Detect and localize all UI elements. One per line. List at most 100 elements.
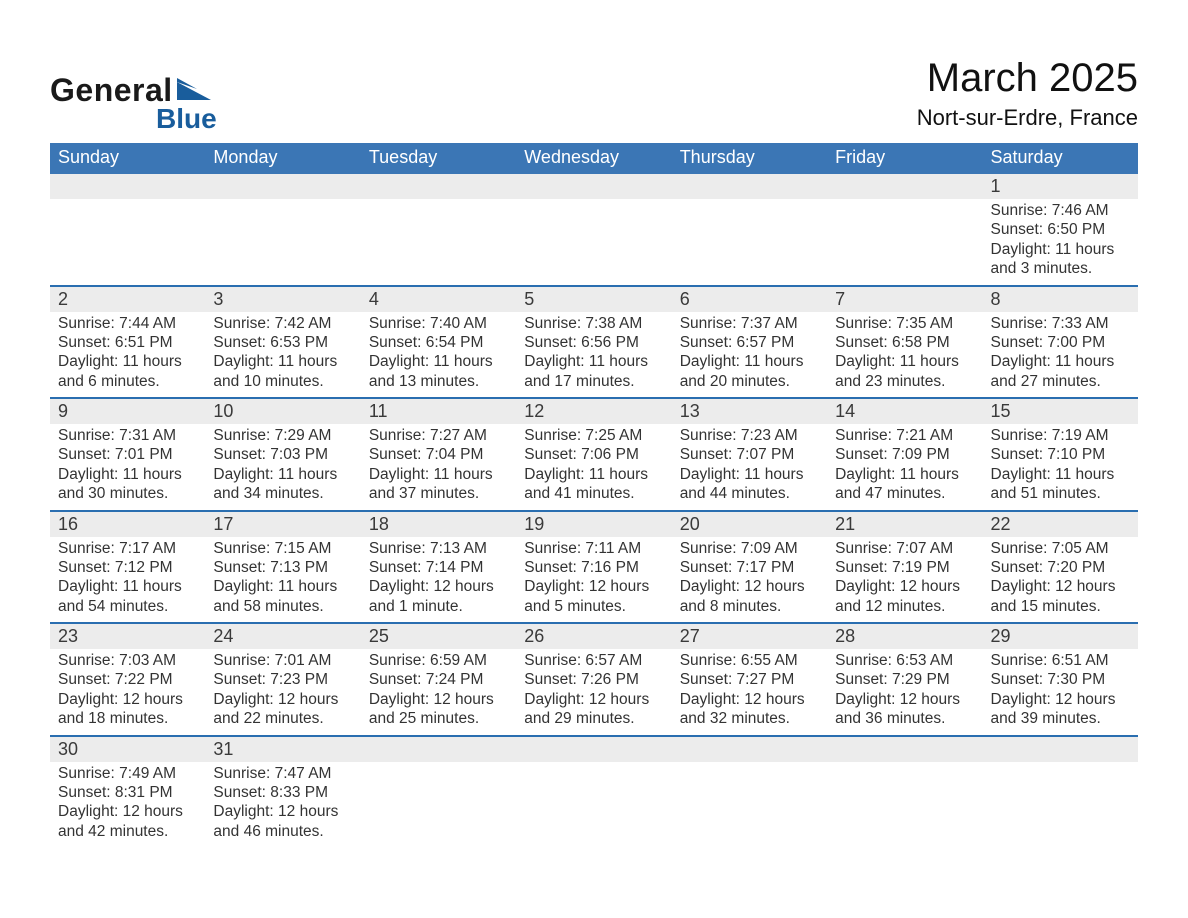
date-number: 12 <box>516 399 671 424</box>
date-body <box>827 762 982 838</box>
date-number-row: 2345678 <box>50 286 1138 312</box>
sunset-text: Sunset: 7:04 PM <box>369 445 508 464</box>
sunset-text: Sunset: 7:00 PM <box>991 333 1130 352</box>
daylight-text: Daylight: 12 hours and 36 minutes. <box>835 690 974 729</box>
date-number: 8 <box>983 287 1138 312</box>
date-body: Sunrise: 6:51 AMSunset: 7:30 PMDaylight:… <box>983 649 1138 735</box>
date-number-cell <box>672 174 827 199</box>
day-header: Thursday <box>672 143 827 174</box>
sunset-text: Sunset: 6:53 PM <box>213 333 352 352</box>
date-number-cell <box>50 174 205 199</box>
sunrise-text: Sunrise: 7:35 AM <box>835 314 974 333</box>
date-number-cell <box>672 736 827 762</box>
date-body <box>516 199 671 275</box>
date-number: 7 <box>827 287 982 312</box>
date-number: 15 <box>983 399 1138 424</box>
date-number-cell: 30 <box>50 736 205 762</box>
date-body-cell: Sunrise: 6:59 AMSunset: 7:24 PMDaylight:… <box>361 649 516 736</box>
sunrise-text: Sunrise: 7:46 AM <box>991 201 1130 220</box>
date-number-cell: 29 <box>983 623 1138 649</box>
date-body-row: Sunrise: 7:49 AMSunset: 8:31 PMDaylight:… <box>50 762 1138 848</box>
date-body <box>672 762 827 838</box>
date-number-cell: 28 <box>827 623 982 649</box>
sunset-text: Sunset: 7:03 PM <box>213 445 352 464</box>
date-number <box>827 737 982 762</box>
date-body-cell: Sunrise: 7:29 AMSunset: 7:03 PMDaylight:… <box>205 424 360 511</box>
date-number-row: 3031 <box>50 736 1138 762</box>
date-number: 18 <box>361 512 516 537</box>
date-number: 19 <box>516 512 671 537</box>
date-body-cell: Sunrise: 7:25 AMSunset: 7:06 PMDaylight:… <box>516 424 671 511</box>
date-number-row: 9101112131415 <box>50 398 1138 424</box>
sunset-text: Sunset: 7:23 PM <box>213 670 352 689</box>
date-number: 26 <box>516 624 671 649</box>
date-number-cell: 9 <box>50 398 205 424</box>
sunrise-text: Sunrise: 7:27 AM <box>369 426 508 445</box>
date-body-cell: Sunrise: 7:31 AMSunset: 7:01 PMDaylight:… <box>50 424 205 511</box>
sunset-text: Sunset: 7:26 PM <box>524 670 663 689</box>
sunrise-text: Sunrise: 7:37 AM <box>680 314 819 333</box>
date-body-row: Sunrise: 7:46 AMSunset: 6:50 PMDaylight:… <box>50 199 1138 286</box>
date-number: 6 <box>672 287 827 312</box>
daylight-text: Daylight: 12 hours and 8 minutes. <box>680 577 819 616</box>
date-body: Sunrise: 7:31 AMSunset: 7:01 PMDaylight:… <box>50 424 205 510</box>
date-number: 13 <box>672 399 827 424</box>
date-number-cell <box>516 736 671 762</box>
date-body: Sunrise: 7:44 AMSunset: 6:51 PMDaylight:… <box>50 312 205 398</box>
date-number: 3 <box>205 287 360 312</box>
date-number: 23 <box>50 624 205 649</box>
date-number-cell: 14 <box>827 398 982 424</box>
date-body: Sunrise: 7:23 AMSunset: 7:07 PMDaylight:… <box>672 424 827 510</box>
daylight-text: Daylight: 12 hours and 18 minutes. <box>58 690 197 729</box>
sunset-text: Sunset: 6:58 PM <box>835 333 974 352</box>
daylight-text: Daylight: 11 hours and 17 minutes. <box>524 352 663 391</box>
date-number: 25 <box>361 624 516 649</box>
brand-logo: General Blue <box>50 72 250 135</box>
date-number-cell: 26 <box>516 623 671 649</box>
date-body: Sunrise: 7:21 AMSunset: 7:09 PMDaylight:… <box>827 424 982 510</box>
date-body-cell: Sunrise: 7:27 AMSunset: 7:04 PMDaylight:… <box>361 424 516 511</box>
date-number-cell: 21 <box>827 511 982 537</box>
date-body-cell: Sunrise: 7:21 AMSunset: 7:09 PMDaylight:… <box>827 424 982 511</box>
date-body <box>205 199 360 275</box>
sunset-text: Sunset: 7:12 PM <box>58 558 197 577</box>
daylight-text: Daylight: 11 hours and 30 minutes. <box>58 465 197 504</box>
date-number <box>361 174 516 199</box>
sunset-text: Sunset: 7:22 PM <box>58 670 197 689</box>
date-number: 31 <box>205 737 360 762</box>
date-body-cell <box>983 762 1138 848</box>
date-body-cell: Sunrise: 7:46 AMSunset: 6:50 PMDaylight:… <box>983 199 1138 286</box>
date-number-cell: 8 <box>983 286 1138 312</box>
date-body-cell: Sunrise: 6:55 AMSunset: 7:27 PMDaylight:… <box>672 649 827 736</box>
sunrise-text: Sunrise: 6:57 AM <box>524 651 663 670</box>
date-body-cell: Sunrise: 7:40 AMSunset: 6:54 PMDaylight:… <box>361 312 516 399</box>
daylight-text: Daylight: 12 hours and 22 minutes. <box>213 690 352 729</box>
sunrise-text: Sunrise: 7:19 AM <box>991 426 1130 445</box>
daylight-text: Daylight: 11 hours and 34 minutes. <box>213 465 352 504</box>
date-number: 5 <box>516 287 671 312</box>
date-body-cell: Sunrise: 7:13 AMSunset: 7:14 PMDaylight:… <box>361 537 516 624</box>
sunrise-text: Sunrise: 7:07 AM <box>835 539 974 558</box>
date-number: 11 <box>361 399 516 424</box>
date-number: 9 <box>50 399 205 424</box>
date-number <box>516 174 671 199</box>
date-body-cell <box>205 199 360 286</box>
date-body: Sunrise: 7:19 AMSunset: 7:10 PMDaylight:… <box>983 424 1138 510</box>
sunset-text: Sunset: 7:27 PM <box>680 670 819 689</box>
daylight-text: Daylight: 12 hours and 39 minutes. <box>991 690 1130 729</box>
sunset-text: Sunset: 7:29 PM <box>835 670 974 689</box>
date-number <box>672 737 827 762</box>
sunset-text: Sunset: 7:16 PM <box>524 558 663 577</box>
day-header: Sunday <box>50 143 205 174</box>
sunset-text: Sunset: 7:06 PM <box>524 445 663 464</box>
date-body-cell: Sunrise: 7:11 AMSunset: 7:16 PMDaylight:… <box>516 537 671 624</box>
date-body-row: Sunrise: 7:17 AMSunset: 7:12 PMDaylight:… <box>50 537 1138 624</box>
sunset-text: Sunset: 6:57 PM <box>680 333 819 352</box>
date-body <box>50 199 205 275</box>
date-number-row: 1 <box>50 174 1138 199</box>
day-header-row: Sunday Monday Tuesday Wednesday Thursday… <box>50 143 1138 174</box>
date-number-cell: 31 <box>205 736 360 762</box>
daylight-text: Daylight: 12 hours and 5 minutes. <box>524 577 663 616</box>
date-body-cell: Sunrise: 7:35 AMSunset: 6:58 PMDaylight:… <box>827 312 982 399</box>
date-body: Sunrise: 7:17 AMSunset: 7:12 PMDaylight:… <box>50 537 205 623</box>
